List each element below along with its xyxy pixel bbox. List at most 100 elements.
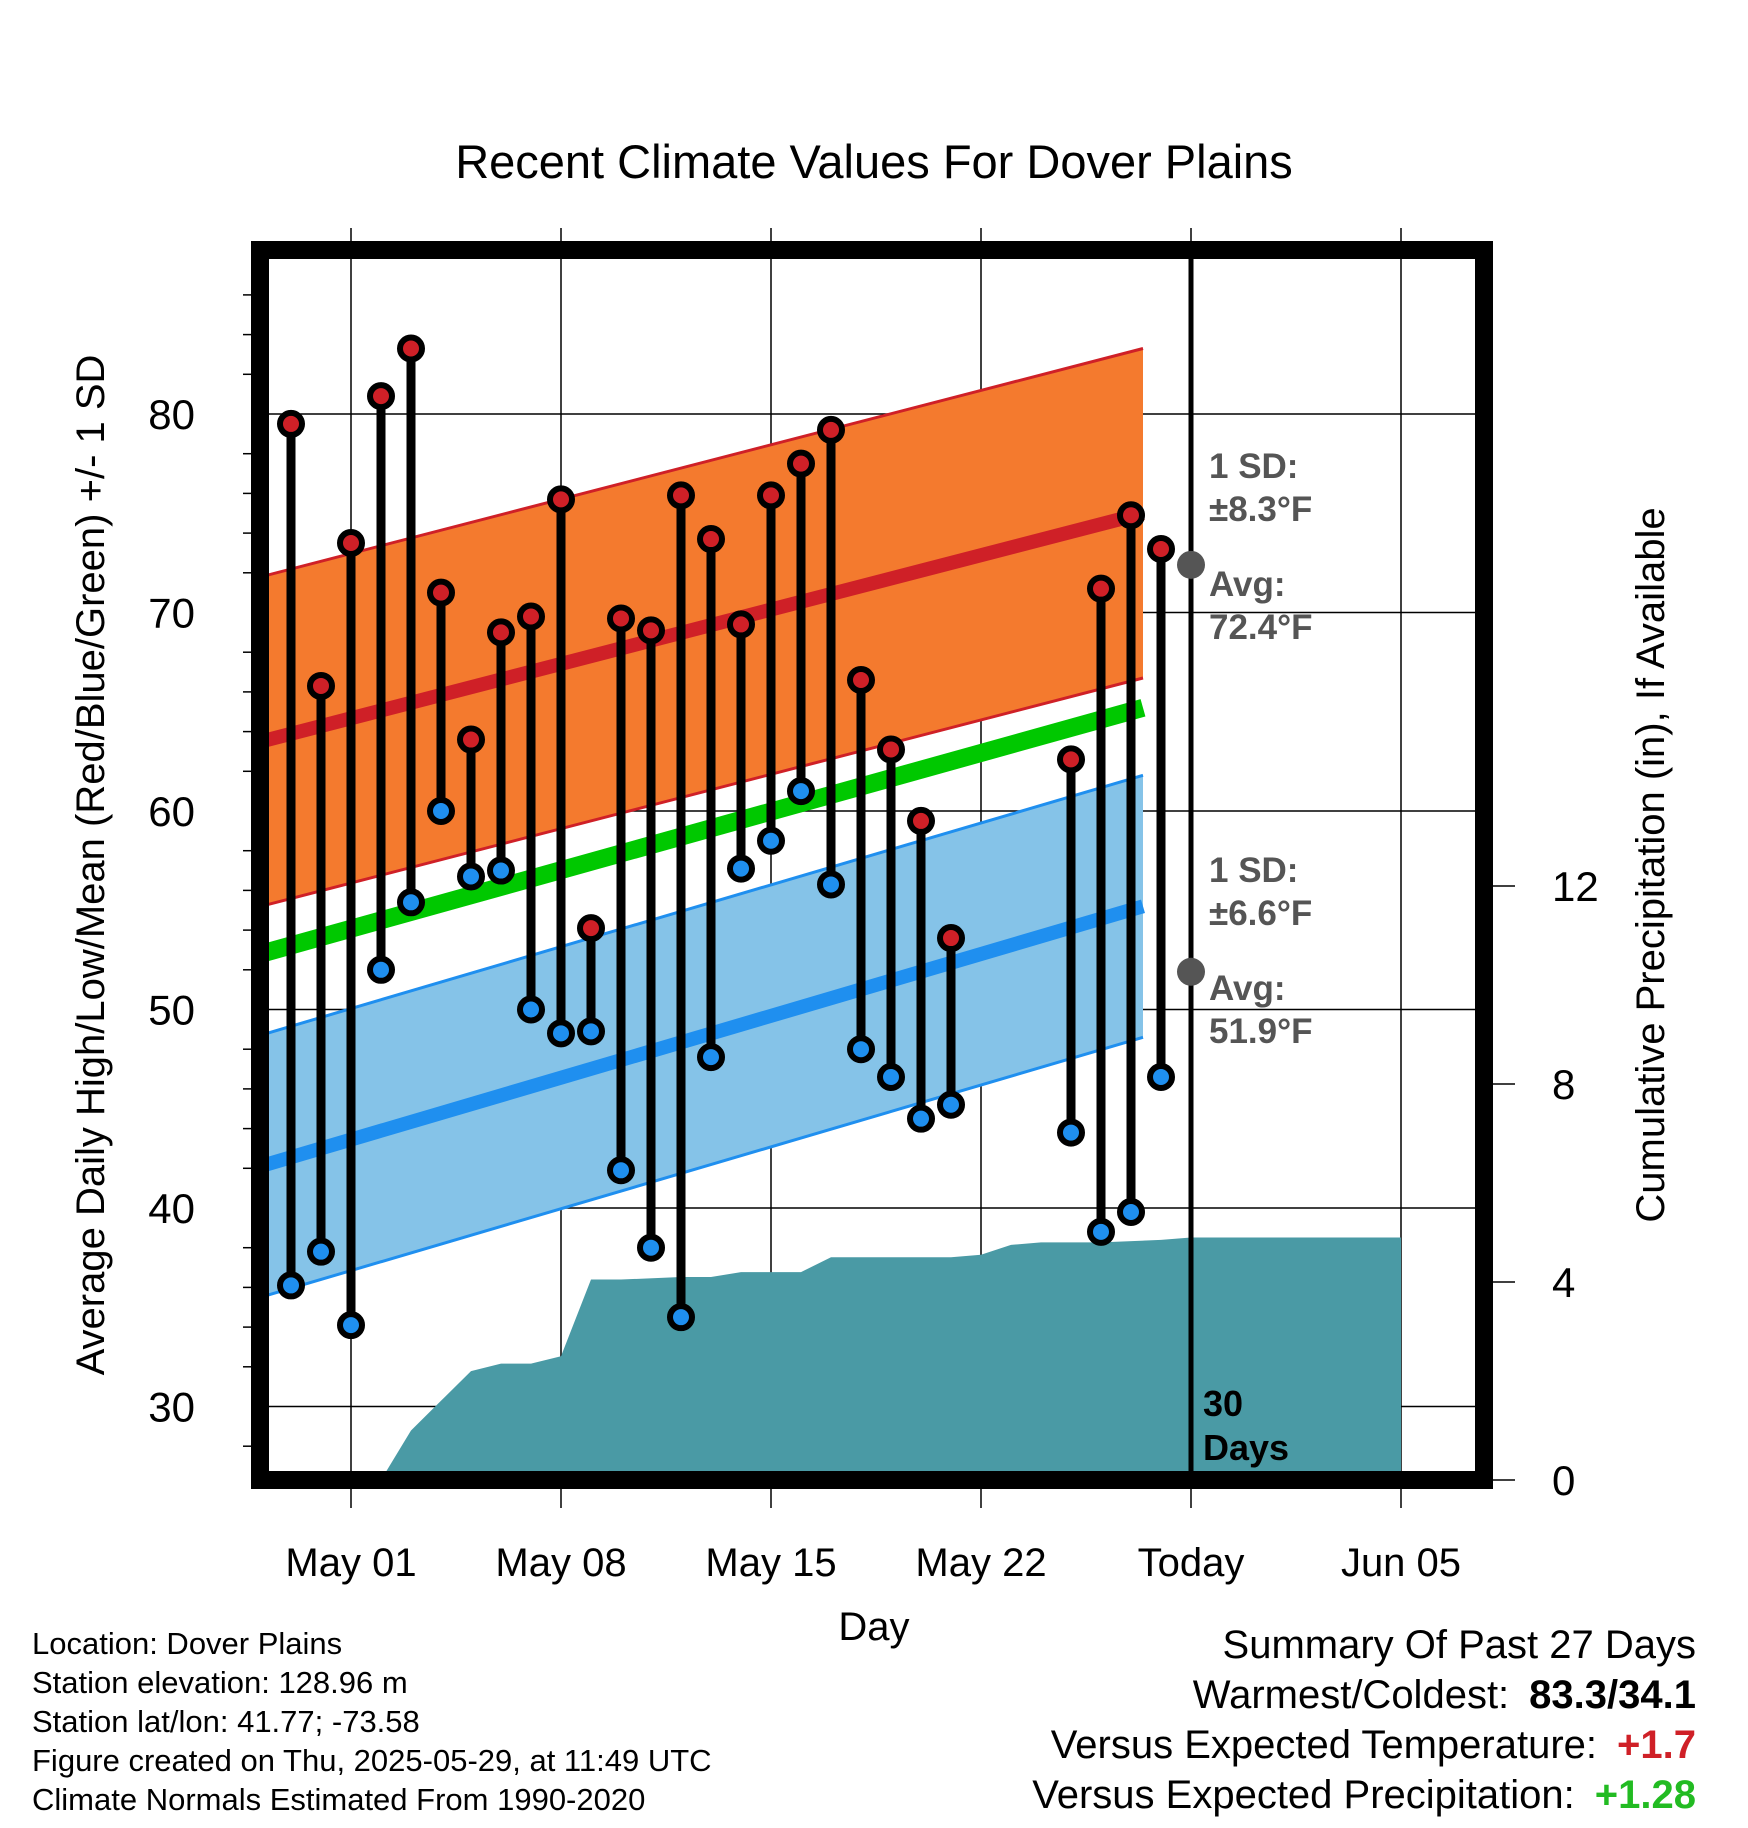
low-point-day-2: [397, 888, 425, 917]
low-point-day--2: [277, 1271, 305, 1300]
low-today-avg-marker: [1177, 957, 1205, 986]
low-point-day-5: [487, 856, 515, 885]
high-point-day-11: [667, 481, 695, 510]
high-point-day-26: [1117, 501, 1145, 530]
high-point-day-17: [847, 665, 875, 694]
high-point-day-3: [427, 578, 455, 607]
high-point-day-10: [637, 616, 665, 645]
high-point-day-4: [457, 725, 485, 754]
daily-points: [277, 334, 1175, 1340]
axes: 30 40 50 60 70 80 0 4 8 12 May 01 May 08 May 15 May 2…: [69, 228, 1673, 1649]
low-point-day-25: [1087, 1217, 1115, 1246]
high-point-day-24: [1057, 745, 1085, 774]
high-point-day-13: [727, 610, 755, 639]
x-tick-label-0: May 01: [285, 1541, 416, 1585]
x-tick-label-28: Today: [1138, 1541, 1245, 1585]
y-axis-label: Average Daily High/Low/Mean (Red/Blue/Gr…: [69, 355, 113, 1376]
y-tick-label-70: 70: [148, 590, 195, 637]
high-point-day-15: [787, 449, 815, 478]
summary-panel: Summary Of Past 27 Days Warmest/Coldest:…: [1032, 1620, 1696, 1820]
daily-range-bars: [286, 348, 1166, 1326]
y-tick-label-30: 30: [148, 1384, 195, 1431]
high-point-day-9: [607, 604, 635, 633]
high-point-day-1: [367, 382, 395, 411]
high-point-day-5: [487, 618, 515, 647]
y-tick-label-50: 50: [148, 987, 195, 1034]
low-point-day-26: [1117, 1197, 1145, 1226]
x-tick-label-14: May 15: [705, 1541, 836, 1585]
low-point-day-1: [367, 955, 395, 984]
low-point-day-7: [547, 1019, 575, 1048]
high-point-day-18: [877, 735, 905, 764]
low-point-day-10: [637, 1233, 665, 1262]
y2-tick-label-8: 8: [1552, 1061, 1575, 1108]
low-point-day-6: [517, 995, 545, 1024]
low-point-day-18: [877, 1062, 905, 1091]
low-point-day-8: [577, 1017, 605, 1046]
summary-title: Summary Of Past 27 Days: [1222, 1623, 1696, 1667]
low-point-day-12: [697, 1043, 725, 1072]
y-tick-label-60: 60: [148, 788, 195, 835]
high-point-day-12: [697, 525, 725, 554]
high-avg-value: 72.4°F: [1209, 608, 1313, 647]
high-sd-value: ±8.3°F: [1209, 490, 1312, 529]
low-point-day-27: [1147, 1062, 1175, 1091]
high-avg-label: Avg:: [1209, 565, 1285, 604]
high-point-day-7: [547, 485, 575, 514]
y2-axis-label: Cumulative Precipitation (in), If Availa…: [1629, 507, 1673, 1222]
high-point-day--2: [277, 409, 305, 438]
low-point-day-14: [757, 826, 785, 855]
temp-label: Versus Expected Temperature:: [1050, 1723, 1598, 1767]
low-avg-line: [251, 899, 1145, 1176]
low-point-day-17: [847, 1035, 875, 1064]
plot-frame: [251, 241, 1493, 1489]
high-point-day-19: [907, 806, 935, 835]
low-point-day-3: [427, 797, 455, 825]
low-point-day-24: [1057, 1118, 1085, 1147]
low-point-day-20: [937, 1090, 965, 1119]
high-band-lower-edge: [253, 676, 1144, 910]
warmest-value: 83.3/34.1: [1529, 1673, 1696, 1717]
warmest-label: Warmest/Coldest:: [1192, 1673, 1510, 1717]
low-avg-value: 51.9°F: [1209, 1012, 1313, 1051]
high-band-upper-edge: [253, 347, 1144, 581]
high-sd-label: 1 SD:: [1209, 447, 1298, 486]
low-sd-value: ±6.6°F: [1209, 894, 1312, 933]
low-point-day-11: [667, 1303, 695, 1332]
high-point-day-20: [937, 924, 965, 953]
y2-tick-label-12: 12: [1552, 863, 1599, 910]
low-point-day-4: [457, 862, 485, 891]
info-created: Figure created on Thu, 2025-05-29, at 11…: [32, 1743, 712, 1778]
low-point-day--1: [307, 1237, 335, 1266]
y-tick-label-40: 40: [148, 1185, 195, 1232]
mean-avg-line: [251, 699, 1146, 965]
high-point-day-25: [1087, 574, 1115, 603]
low-point-day-13: [727, 854, 755, 883]
plot-border: [251, 241, 1493, 1489]
high-point-day-6: [517, 602, 545, 631]
precip-label: Versus Expected Precipitation:: [1032, 1773, 1575, 1817]
low-point-day-0: [337, 1311, 365, 1340]
high-avg-line: [251, 506, 1145, 751]
high-point-day-2: [397, 334, 425, 363]
precip-value: +1.28: [1594, 1773, 1696, 1817]
x-tick-label-21: May 22: [915, 1541, 1046, 1585]
high-point-day-14: [757, 481, 785, 510]
chart-title: Recent Climate Values For Dover Plains: [455, 135, 1293, 188]
x-tick-label-7: May 08: [495, 1541, 626, 1585]
low-avg-label: Avg:: [1209, 969, 1285, 1008]
period-label-days: Days: [1203, 1427, 1289, 1468]
low-band-lower-edge: [253, 1035, 1144, 1301]
station-info: Location: Dover Plains Station elevation…: [32, 1624, 712, 1819]
summary-precip-row: Versus Expected Precipitation: +1.28: [1032, 1770, 1696, 1820]
precip-area: [381, 1237, 1401, 1480]
low-point-day-9: [607, 1156, 635, 1185]
summary-warmest-row: Warmest/Coldest: 83.3/34.1: [1032, 1670, 1696, 1720]
info-latlon: Station lat/lon: 41.77; -73.58: [32, 1704, 420, 1739]
y-tick-label-80: 80: [148, 391, 195, 438]
info-location: Location: Dover Plains: [32, 1626, 343, 1661]
precipitation-area: [381, 1237, 1401, 1480]
low-sd-label: 1 SD:: [1209, 851, 1298, 890]
